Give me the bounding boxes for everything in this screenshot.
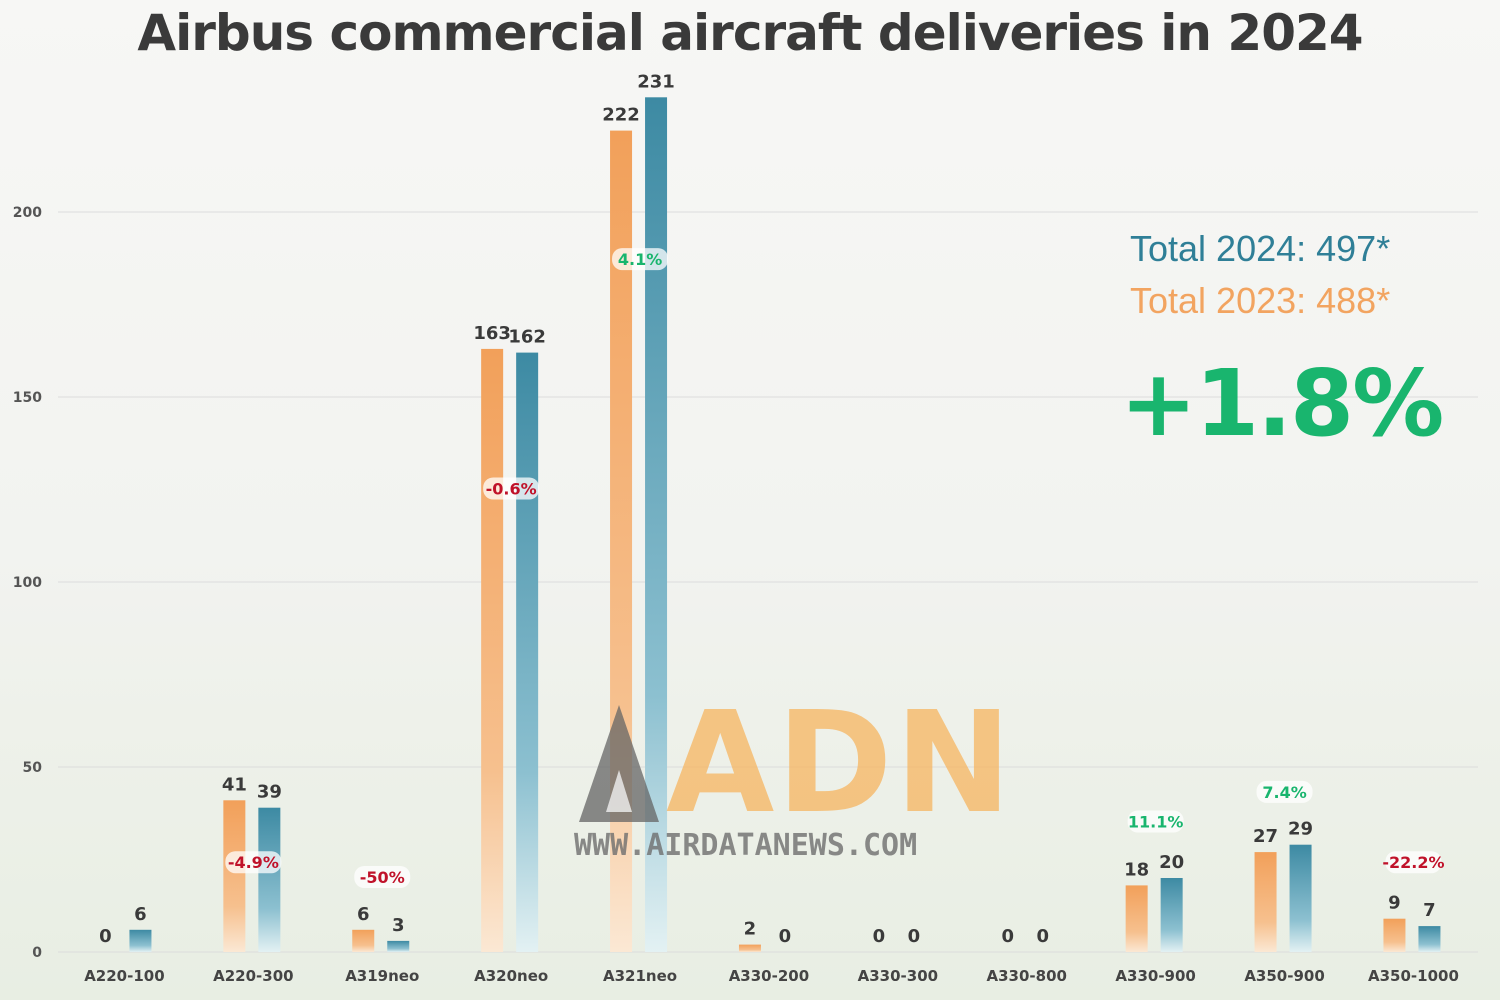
data-label-2023: 2: [744, 919, 757, 940]
data-label-2023: 9: [1388, 893, 1401, 914]
bar-2023: [481, 348, 504, 952]
x-tick-label: A350-1000: [1368, 967, 1459, 985]
annotation-bg: [1385, 851, 1442, 874]
bar-2024: [516, 352, 539, 953]
x-tick-label: A330-300: [858, 967, 938, 985]
data-label-2023: 0: [99, 926, 112, 947]
x-tick-label: A220-300: [213, 967, 293, 985]
bar-2024: [387, 940, 410, 952]
data-label-2024: 162: [508, 327, 546, 348]
logo-text: ADN: [666, 682, 1014, 845]
annotation-bg: [1127, 810, 1184, 833]
bar-2023: [352, 929, 375, 952]
data-label-2024: 6: [134, 904, 147, 925]
x-tick-label: A321neo: [603, 967, 677, 985]
logo-triangle-icon: [579, 705, 659, 822]
annotation-bg: [1256, 780, 1313, 803]
y-tick-label: 150: [13, 390, 42, 406]
annotation-bg: [225, 851, 282, 874]
bar-2023: [1125, 885, 1148, 952]
percent-change-label: -22.2%: [1382, 853, 1444, 872]
data-label-2024: 20: [1159, 852, 1184, 873]
bar-2024: [645, 97, 668, 953]
growth-percentage: +1.8%: [1120, 350, 1444, 457]
x-tick-label: A350-900: [1244, 967, 1324, 985]
x-tick-label: A330-900: [1115, 967, 1195, 985]
data-label-2023: 0: [873, 926, 886, 947]
data-label-2024: 7: [1423, 900, 1436, 921]
y-tick-label: 200: [13, 205, 42, 221]
total-2023-label: Total 2023: 488*: [1130, 280, 1391, 321]
bar-2024: [258, 807, 281, 952]
data-label-2024: 231: [637, 71, 675, 92]
data-label-2023: 222: [602, 105, 640, 126]
data-label-2024: 0: [908, 926, 921, 947]
bar-2023: [738, 944, 761, 952]
percent-change-label: 7.4%: [1262, 783, 1306, 802]
bar-2024: [1289, 844, 1312, 952]
bar-2023: [1254, 852, 1277, 952]
bar-2024: [1418, 926, 1441, 952]
data-label-2023: 41: [222, 774, 247, 795]
bar-2024: [1160, 878, 1183, 952]
data-label-2024: 29: [1288, 819, 1313, 840]
x-tick-label: A330-800: [987, 967, 1067, 985]
x-tick-label: A330-200: [729, 967, 809, 985]
y-tick-label: 50: [23, 760, 43, 776]
data-label-2024: 39: [257, 782, 282, 803]
data-label-2024: 0: [779, 926, 792, 947]
data-label-2023: 18: [1124, 859, 1149, 880]
data-label-2023: 27: [1253, 826, 1278, 847]
y-tick-label: 0: [32, 945, 42, 961]
watermark-logo: ADN WWW.AIRDATANEWS.COM: [574, 682, 1012, 870]
percent-change-label: 11.1%: [1128, 813, 1184, 832]
annotation-bg: [612, 248, 669, 271]
x-tick-label: A220-100: [84, 967, 164, 985]
percent-change-label: -50%: [360, 868, 405, 887]
data-label-2023: 0: [1001, 926, 1014, 947]
chart-title: Airbus commercial aircraft deliveries in…: [137, 4, 1363, 62]
bar-2024: [129, 929, 152, 952]
logo-url: WWW.AIRDATANEWS.COM: [574, 828, 918, 863]
percent-change-label: -4.9%: [228, 853, 279, 872]
total-2024-label: Total 2024: 497*: [1130, 228, 1391, 269]
data-label-2023: 163: [473, 323, 511, 344]
bar-2023: [1383, 918, 1406, 952]
percent-change-label: 4.1%: [618, 250, 662, 269]
y-tick-label: 100: [13, 575, 42, 591]
x-tick-label: A319neo: [345, 967, 419, 985]
x-tick-label: A320neo: [474, 967, 548, 985]
data-label-2023: 6: [357, 904, 370, 925]
annotation-bg: [483, 477, 540, 500]
data-label-2024: 3: [392, 915, 405, 936]
percent-change-label: -0.6%: [486, 480, 537, 499]
bar-2023: [223, 800, 246, 952]
annotation-bg: [354, 866, 411, 888]
data-label-2024: 0: [1036, 926, 1049, 947]
